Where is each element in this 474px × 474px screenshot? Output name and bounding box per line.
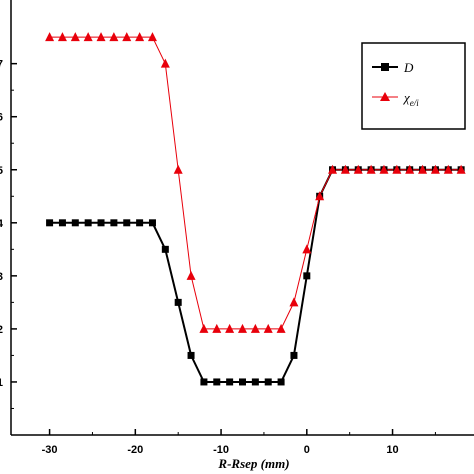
chart-axes bbox=[10, 0, 474, 436]
series-chi-point bbox=[173, 164, 183, 174]
series-d-point bbox=[148, 219, 156, 227]
legend-label-chi-main: χ bbox=[402, 90, 410, 105]
series-chi-point bbox=[405, 164, 415, 174]
series-d-point bbox=[187, 351, 195, 359]
series-chi-point bbox=[238, 323, 247, 333]
series-chi-point bbox=[418, 164, 428, 174]
series-d-point bbox=[58, 219, 66, 227]
y-tick-label: 2 bbox=[0, 324, 3, 336]
x-tick-label: -20 bbox=[127, 444, 143, 456]
series-d-point bbox=[200, 378, 208, 386]
x-tick-label: 0 bbox=[304, 444, 310, 456]
series-d-point bbox=[226, 378, 234, 386]
series-chi-point bbox=[70, 32, 80, 42]
series-d-point bbox=[71, 219, 79, 227]
series-d-point bbox=[123, 219, 131, 227]
series-d-point bbox=[174, 298, 182, 306]
series-d-point bbox=[290, 351, 298, 359]
legend-marker-chi bbox=[380, 92, 390, 101]
series-chi-point bbox=[379, 164, 389, 174]
series-chi-point bbox=[147, 32, 157, 42]
series-chi-point bbox=[340, 164, 350, 174]
series-d-point bbox=[110, 219, 118, 227]
axis-ticks: -30 -20 -10 0 10 1 2 3 4 5 6 7 bbox=[0, 59, 436, 456]
series-d-point bbox=[46, 219, 54, 227]
series-d-point bbox=[239, 378, 246, 386]
legend-marker-d bbox=[381, 63, 389, 71]
legend: D χe/i bbox=[361, 42, 466, 130]
series-d-point bbox=[277, 378, 285, 386]
series-chi-point bbox=[160, 58, 170, 68]
series-d-point bbox=[97, 219, 105, 227]
x-tick-label: 10 bbox=[386, 444, 398, 456]
series-d-point bbox=[136, 219, 144, 227]
series-d-point bbox=[84, 219, 92, 227]
series-markers bbox=[45, 32, 466, 386]
y-tick-label: 5 bbox=[0, 165, 3, 177]
series-line-0 bbox=[49, 168, 462, 383]
x-tick-label: -10 bbox=[213, 444, 229, 456]
series-chi-point bbox=[456, 164, 466, 174]
legend-label-d: D bbox=[403, 60, 414, 75]
series-chi-point bbox=[212, 323, 222, 333]
series-d-point bbox=[303, 272, 311, 280]
series-chi-point bbox=[199, 323, 209, 333]
series-chi-point bbox=[57, 32, 67, 42]
series-chi-point bbox=[443, 164, 453, 174]
y-tick-label: 1 bbox=[0, 377, 3, 389]
legend-label-chi-sub: e/i bbox=[410, 98, 419, 108]
series-chi-point bbox=[83, 32, 93, 42]
series-chi-point bbox=[109, 32, 119, 42]
y-tick-label: 6 bbox=[0, 112, 3, 124]
series-chi-point bbox=[225, 323, 235, 333]
series-chi-point bbox=[353, 164, 363, 174]
y-tick-label: 7 bbox=[0, 59, 3, 71]
series-chi-point bbox=[276, 323, 286, 333]
series-chi-point bbox=[315, 191, 325, 201]
series-chi-point bbox=[186, 270, 196, 280]
series-d-point bbox=[161, 245, 169, 253]
y-tick-label: 4 bbox=[0, 218, 4, 230]
y-tick-label: 3 bbox=[0, 271, 3, 283]
series-chi-point bbox=[328, 164, 338, 174]
legend-box bbox=[361, 42, 466, 130]
series-chi-point bbox=[392, 164, 402, 174]
series-chi-point bbox=[430, 164, 440, 174]
series-d-point bbox=[251, 378, 259, 386]
series-d-point bbox=[213, 378, 221, 386]
series-chi-point bbox=[289, 297, 299, 307]
series-chi-point bbox=[122, 32, 132, 42]
series-chi-point bbox=[96, 32, 106, 42]
series-chi-point bbox=[366, 164, 376, 174]
series-d-point bbox=[264, 378, 272, 386]
series-chi-point bbox=[135, 32, 145, 42]
series-chi-point bbox=[45, 32, 55, 42]
series-chi-point bbox=[263, 323, 273, 333]
x-axis-title: R-Rsep (mm) bbox=[217, 456, 289, 471]
x-tick-label: -30 bbox=[42, 444, 58, 456]
legend-label-chi: χe/i bbox=[402, 90, 419, 108]
series-chi-point bbox=[250, 323, 260, 333]
series-chi-point bbox=[302, 244, 312, 254]
